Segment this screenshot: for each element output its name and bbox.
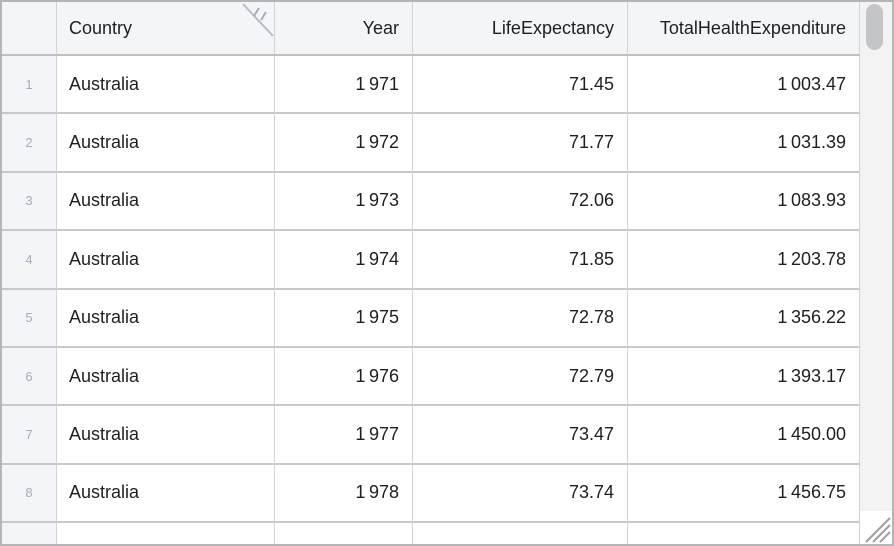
cell-life-expectancy[interactable]: 71.45: [413, 56, 628, 115]
column-header-label: LifeExpectancy: [491, 17, 614, 38]
column-header-country[interactable]: Country: [57, 2, 275, 56]
column-header-label: Year: [362, 17, 399, 38]
row-number-cell[interactable]: 7: [2, 406, 57, 465]
row-number-cell[interactable]: 1: [2, 56, 57, 115]
column-header-label: TotalHealthExpenditure: [659, 17, 846, 38]
cell-total-health-expenditure[interactable]: 1 356.22: [628, 289, 860, 348]
cell-year[interactable]: 1 976: [275, 347, 413, 407]
cell-year[interactable]: 1 975: [275, 289, 413, 348]
row-number-cell[interactable]: 5: [2, 289, 57, 348]
cell-life-expectancy[interactable]: 72.06: [413, 172, 628, 232]
cell-country[interactable]: Australia: [57, 231, 275, 290]
diagonal-grip-icon: [865, 517, 891, 543]
row-number-cell[interactable]: 2: [2, 114, 57, 173]
row-number-cell[interactable]: [2, 523, 57, 544]
cell-life-expectancy[interactable]: [413, 523, 628, 544]
cell-country[interactable]: [57, 523, 275, 544]
cell-year[interactable]: 1 978: [275, 464, 413, 524]
cell-total-health-expenditure[interactable]: 1 456.75: [628, 464, 860, 524]
cell-total-health-expenditure[interactable]: 1 083.93: [628, 172, 860, 232]
table-grid: Country Year LifeExpectancy TotalHealthE…: [2, 2, 860, 544]
cell-life-expectancy[interactable]: 71.85: [413, 231, 628, 290]
row-number-cell[interactable]: 6: [2, 347, 57, 407]
cell-life-expectancy[interactable]: 73.47: [413, 406, 628, 465]
scrollbar-thumb[interactable]: [866, 4, 883, 50]
column-header-total-health-expenditure[interactable]: TotalHealthExpenditure: [628, 2, 860, 56]
cell-total-health-expenditure[interactable]: 1 203.78: [628, 231, 860, 290]
cell-country[interactable]: Australia: [57, 406, 275, 465]
cell-country[interactable]: Australia: [57, 464, 275, 524]
cell-year[interactable]: 1 972: [275, 114, 413, 173]
select-all-corner-cell[interactable]: [2, 2, 57, 56]
cell-total-health-expenditure[interactable]: 1 450.00: [628, 406, 860, 465]
cell-total-health-expenditure[interactable]: 1 031.39: [628, 114, 860, 173]
row-number-cell[interactable]: 3: [2, 172, 57, 232]
vertical-scrollbar[interactable]: [860, 2, 892, 544]
resize-handle[interactable]: [860, 511, 892, 544]
cell-total-health-expenditure[interactable]: [628, 523, 860, 544]
row-number-cell[interactable]: 4: [2, 231, 57, 290]
cell-year[interactable]: 1 971: [275, 56, 413, 115]
cell-total-health-expenditure[interactable]: 1 003.47: [628, 56, 860, 115]
row-number-cell[interactable]: 8: [2, 464, 57, 524]
cell-total-health-expenditure[interactable]: 1 393.17: [628, 347, 860, 407]
string-type-corner-icon: [242, 3, 274, 37]
cell-life-expectancy[interactable]: 72.79: [413, 347, 628, 407]
column-header-life-expectancy[interactable]: LifeExpectancy: [413, 2, 628, 56]
cell-year[interactable]: 1 977: [275, 406, 413, 465]
cell-country[interactable]: Australia: [57, 289, 275, 348]
cell-country[interactable]: Australia: [57, 172, 275, 232]
cell-year[interactable]: [275, 523, 413, 544]
cell-country[interactable]: Australia: [57, 56, 275, 115]
cell-year[interactable]: 1 974: [275, 231, 413, 290]
cell-life-expectancy[interactable]: 71.77: [413, 114, 628, 173]
column-header-year[interactable]: Year: [275, 2, 413, 56]
cell-life-expectancy[interactable]: 72.78: [413, 289, 628, 348]
cell-life-expectancy[interactable]: 73.74: [413, 464, 628, 524]
cell-country[interactable]: Australia: [57, 114, 275, 173]
cell-country[interactable]: Australia: [57, 347, 275, 407]
column-header-label: Country: [69, 17, 133, 38]
cell-year[interactable]: 1 973: [275, 172, 413, 232]
